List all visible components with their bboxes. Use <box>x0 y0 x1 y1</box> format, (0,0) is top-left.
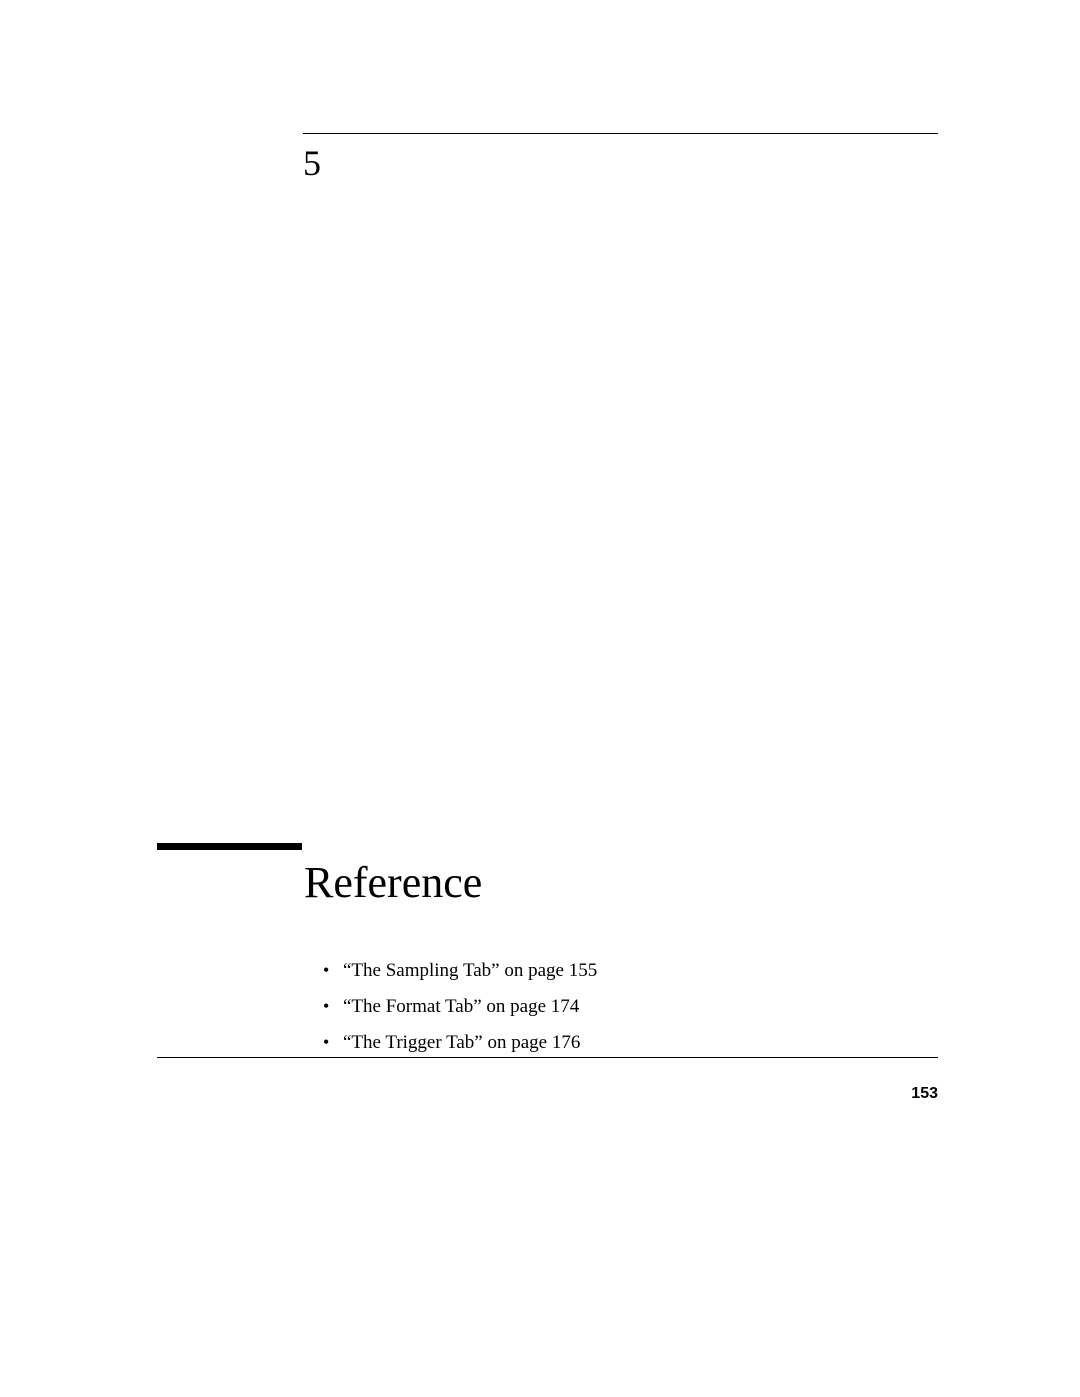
toc-item-text: “The Sampling Tab” on page 155 <box>343 960 597 982</box>
page-container: 5 Reference • “The Sampling Tab” on page… <box>0 0 1080 1397</box>
bullet-icon: • <box>323 960 343 981</box>
toc-item: • “The Sampling Tab” on page 155 <box>323 960 597 982</box>
bullet-icon: • <box>323 996 343 1017</box>
chapter-title-bar <box>157 843 302 850</box>
toc-item: • “The Format Tab” on page 174 <box>323 996 597 1018</box>
page-number: 153 <box>911 1085 938 1103</box>
chapter-title: Reference <box>304 857 482 908</box>
toc-list: • “The Sampling Tab” on page 155 • “The … <box>323 960 597 1068</box>
toc-item-text: “The Format Tab” on page 174 <box>343 996 579 1018</box>
top-horizontal-rule <box>303 133 938 134</box>
toc-item-text: “The Trigger Tab” on page 176 <box>343 1032 580 1054</box>
bullet-icon: • <box>323 1032 343 1053</box>
chapter-number: 5 <box>303 142 321 184</box>
bottom-horizontal-rule <box>157 1057 938 1058</box>
toc-item: • “The Trigger Tab” on page 176 <box>323 1032 597 1054</box>
